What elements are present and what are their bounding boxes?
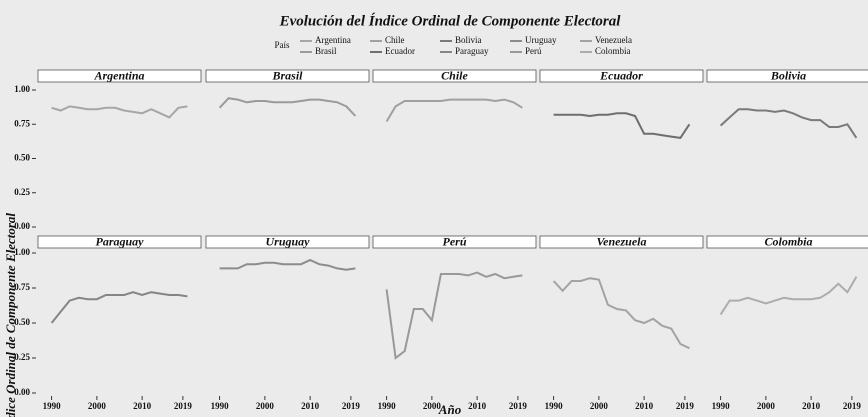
x-tick-label: 2000 (256, 401, 275, 411)
x-tick-label: 2019 (843, 401, 862, 411)
x-tick-label: 2000 (757, 401, 776, 411)
y-axis-label: Índice Ordinal de Componente Electoral (3, 213, 18, 417)
legend-label: Ecuador (385, 46, 415, 56)
y-tick-label: 0.25 (14, 352, 30, 362)
legend-label: Perú (525, 46, 542, 56)
x-tick-label: 2019 (174, 401, 193, 411)
x-tick-label: 1990 (211, 401, 230, 411)
strip (205, 235, 370, 249)
y-tick-label: 0.50 (14, 317, 30, 327)
chart-title: Evolución del Índice Ordinal de Componen… (279, 12, 622, 29)
legend-label: Brasil (315, 46, 337, 56)
series-line (553, 112, 691, 139)
strip (372, 69, 537, 83)
strip-label: Bolivia (770, 68, 806, 82)
x-tick-label: 1990 (43, 401, 62, 411)
legend-label: Uruguay (525, 35, 557, 45)
strip-label: Perú (443, 234, 467, 248)
y-tick-label: 0.00 (14, 387, 30, 397)
y-tick-label: 0.75 (14, 118, 30, 128)
x-tick-label: 2010 (468, 401, 487, 411)
strip-label: Ecuador (599, 68, 643, 82)
strip (706, 69, 868, 83)
y-tick-label: 0.75 (14, 282, 30, 292)
series-line (385, 98, 523, 123)
legend-label: Argentina (315, 35, 351, 45)
x-tick-label: 2000 (590, 401, 609, 411)
strip-label: Uruguay (265, 234, 310, 248)
strip (539, 69, 704, 83)
legend-label: Venezuela (595, 35, 632, 45)
strip (37, 235, 202, 249)
strip-label: Paraguay (96, 234, 145, 248)
series-line (552, 277, 690, 350)
strip (372, 235, 537, 249)
legend-label: Bolivia (455, 35, 482, 45)
series-line (219, 258, 356, 271)
legend-label: Paraguay (455, 46, 489, 56)
series-line (51, 105, 188, 119)
series-line (385, 271, 523, 360)
series-line (50, 291, 188, 324)
x-tick-label: 2010 (301, 401, 320, 411)
x-axis-label: Año (438, 402, 462, 417)
strip-label: Colombia (764, 234, 812, 248)
x-tick-label: 2019 (342, 401, 361, 411)
x-tick-label: 2019 (509, 401, 528, 411)
strip (539, 235, 704, 249)
legend-label: Colombia (595, 46, 631, 56)
strip (205, 69, 370, 83)
x-tick-label: 1990 (712, 401, 731, 411)
series-line (719, 108, 858, 139)
x-tick-label: 2010 (635, 401, 654, 411)
strip-label: Brasil (271, 68, 303, 82)
series-line (719, 276, 858, 316)
strip-label: Venezuela (596, 234, 646, 248)
series-line (218, 97, 357, 117)
y-tick-label: 1.00 (14, 84, 30, 94)
x-tick-label: 2000 (423, 401, 442, 411)
strip (37, 69, 202, 83)
x-tick-label: 1990 (378, 401, 397, 411)
x-tick-label: 2019 (676, 401, 695, 411)
strip (706, 235, 868, 249)
strip-label: Chile (441, 68, 468, 82)
x-tick-label: 2010 (802, 401, 821, 411)
legend-label: Chile (385, 35, 405, 45)
y-tick-label: 1.00 (14, 247, 30, 257)
strip-label: Argentina (93, 68, 144, 82)
legend-title: País (274, 40, 290, 50)
y-tick-label: 0.00 (14, 221, 30, 231)
x-tick-label: 2000 (88, 401, 107, 411)
y-tick-label: 0.50 (14, 153, 30, 163)
x-tick-label: 2010 (133, 401, 152, 411)
x-tick-label: 1990 (545, 401, 564, 411)
y-tick-label: 0.25 (14, 187, 30, 197)
